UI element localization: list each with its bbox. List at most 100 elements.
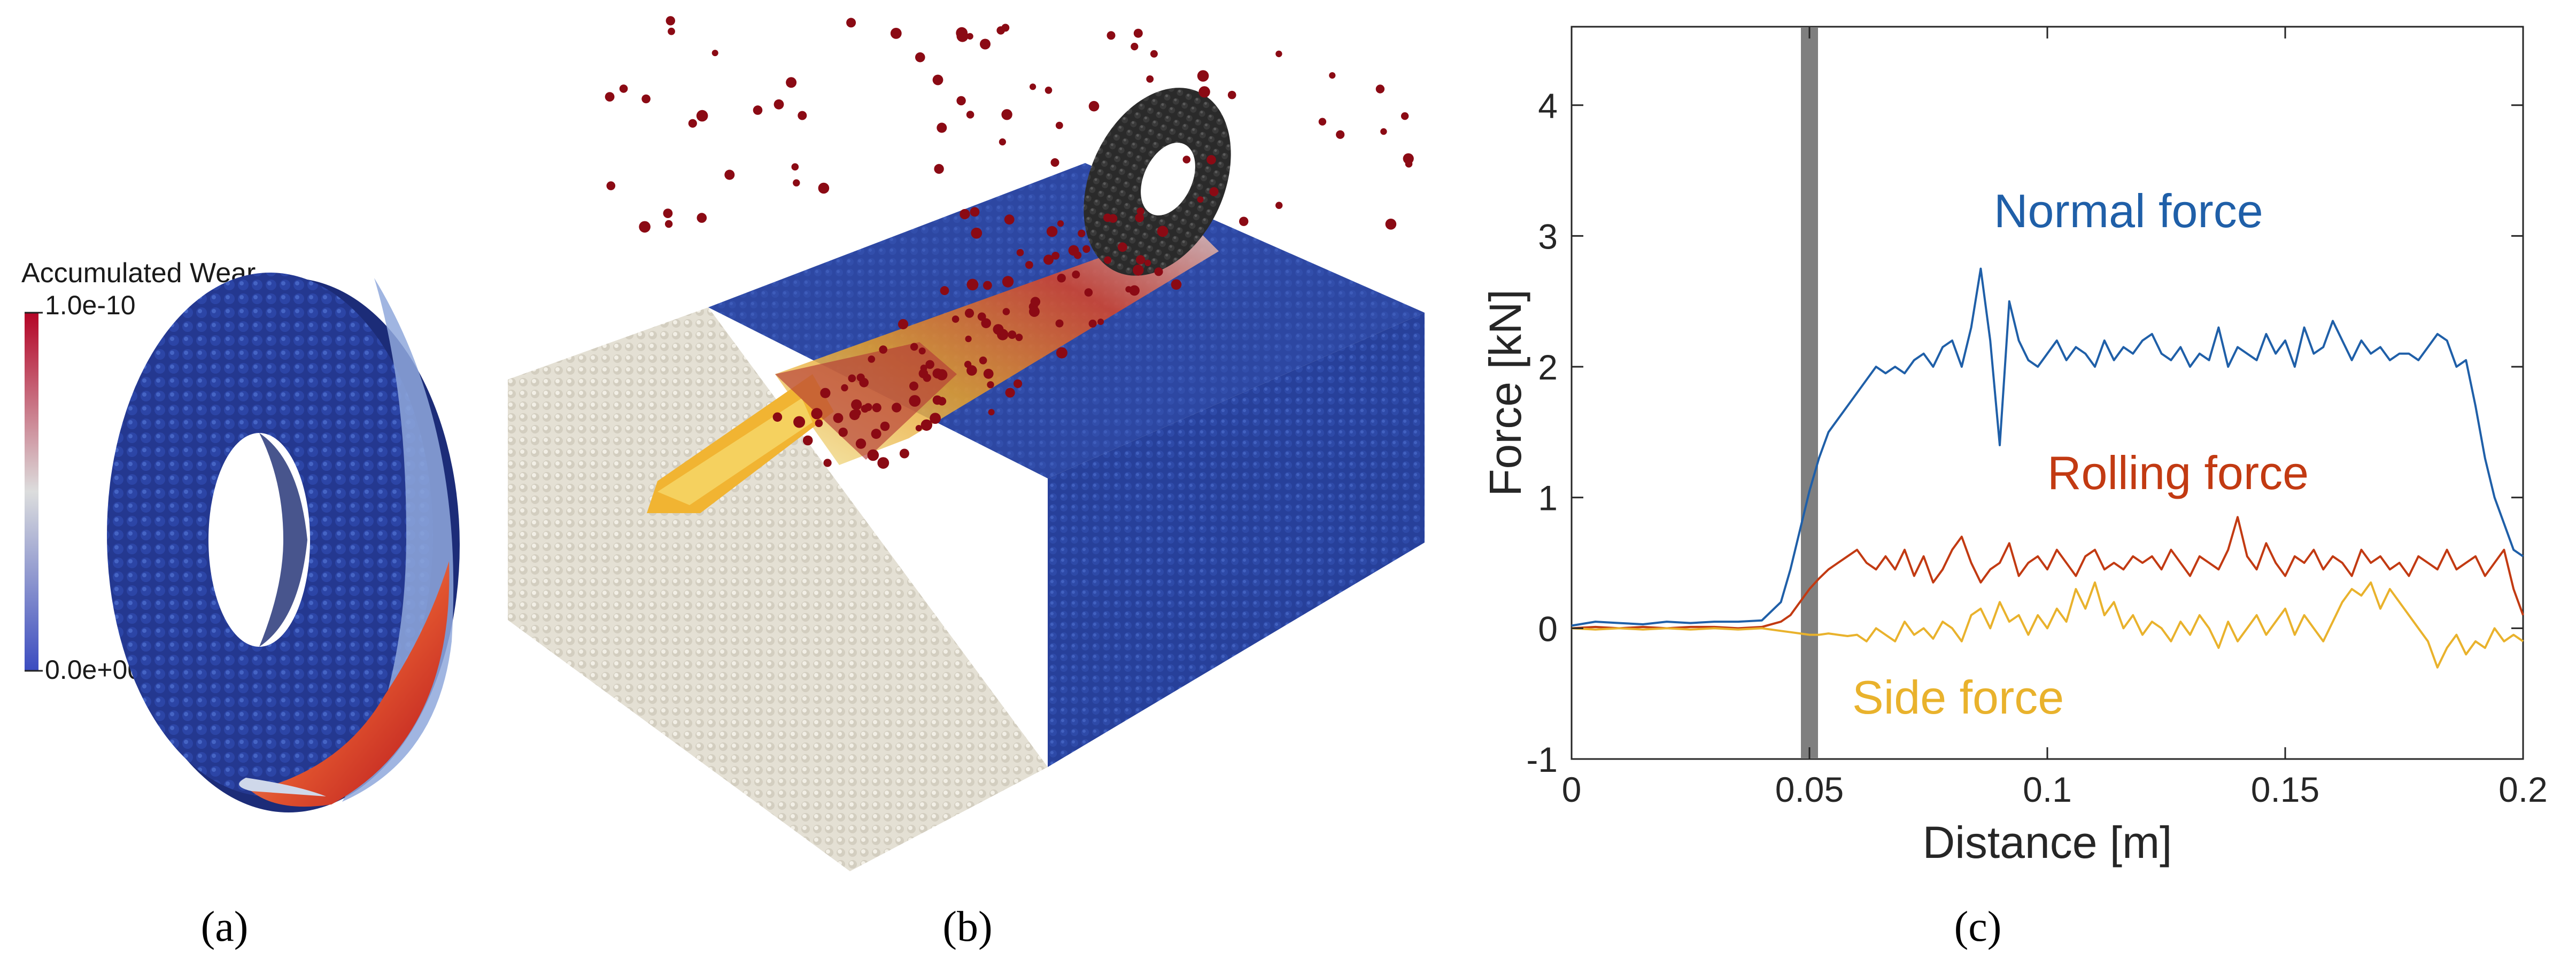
particle (641, 94, 651, 104)
particle (838, 428, 848, 437)
rolling-wheel (1084, 88, 1231, 276)
particle (1002, 276, 1014, 288)
particle (848, 374, 856, 383)
particle (1015, 334, 1023, 342)
particle (639, 221, 651, 233)
particle (1227, 90, 1236, 99)
particle (1097, 319, 1104, 325)
particle (846, 18, 856, 28)
particle (1385, 219, 1397, 230)
particle (909, 381, 918, 391)
particle (1209, 187, 1219, 197)
particle (724, 169, 735, 180)
particle (965, 335, 972, 343)
particle (915, 52, 925, 63)
particle (1008, 330, 1017, 339)
particle (1084, 288, 1093, 297)
particle (872, 403, 881, 413)
particle (981, 318, 991, 328)
particle (1129, 285, 1140, 296)
particle (1135, 213, 1144, 222)
particle (964, 308, 974, 318)
particle (605, 92, 615, 102)
particle (811, 408, 823, 420)
particle (1005, 388, 1015, 398)
particle (711, 50, 718, 57)
particle (892, 402, 902, 413)
contact-marker-bar (1801, 28, 1818, 758)
x-tick-label: 0.2 (2498, 770, 2548, 809)
annotation-rolling-force: Rolling force (2047, 446, 2309, 499)
particle (867, 449, 879, 461)
particle (1055, 319, 1064, 328)
particle (920, 365, 927, 372)
particle (1057, 274, 1066, 283)
particle (1051, 252, 1059, 260)
particle (688, 119, 697, 128)
particle (619, 84, 628, 93)
y-tick-label: -1 (1526, 740, 1558, 779)
y-tick-label: 3 (1538, 216, 1558, 256)
particle (1275, 202, 1283, 209)
particle (697, 213, 707, 223)
particle (855, 438, 867, 449)
particle (668, 27, 675, 35)
panel-a: Accumulated Wear 1.0e-10 0.0e+00 (a) (21, 258, 460, 950)
particle (802, 435, 813, 446)
particle (666, 16, 676, 26)
particle (1157, 226, 1169, 237)
particle (1014, 379, 1023, 389)
sand-cross-section (508, 307, 1048, 871)
particle (859, 378, 869, 388)
particle (880, 421, 890, 431)
particle (1088, 319, 1097, 328)
particle (977, 312, 986, 321)
series-line-side-force (1571, 581, 2524, 669)
particle (861, 405, 869, 413)
particle (1050, 158, 1059, 167)
particle (877, 457, 889, 469)
y-tick-label: 2 (1538, 347, 1558, 387)
particle (1154, 267, 1163, 276)
particle (898, 319, 909, 330)
particle (791, 163, 799, 171)
particle (1030, 83, 1036, 90)
particle (966, 33, 973, 40)
particle (966, 278, 979, 291)
particle (956, 27, 968, 39)
y-axis-label: Force [kN] (1480, 289, 1530, 496)
particle (1056, 347, 1067, 359)
particle (970, 207, 980, 217)
particle (1028, 306, 1040, 317)
particle (934, 164, 944, 174)
particle (1030, 297, 1041, 307)
particle (1055, 121, 1063, 129)
particle (1329, 72, 1336, 79)
particle (1206, 155, 1216, 165)
particle (772, 412, 783, 422)
particle (871, 429, 881, 439)
series-line-rolling-force (1571, 516, 2524, 630)
particle (960, 209, 970, 220)
particle (1133, 28, 1143, 38)
particle (786, 77, 797, 88)
particle (1088, 100, 1100, 112)
particle (1198, 86, 1210, 98)
particle (971, 227, 983, 239)
series-line-normal-force (1571, 267, 2524, 627)
y-tick-label: 1 (1538, 478, 1558, 518)
particle (1275, 50, 1282, 58)
soil-side-face (1048, 313, 1425, 767)
particle (663, 208, 673, 218)
particle (930, 413, 941, 424)
particle (925, 360, 934, 369)
particle (1380, 128, 1387, 135)
particle (940, 286, 949, 296)
particle (987, 381, 994, 389)
particle (1107, 31, 1116, 40)
particle (918, 347, 926, 355)
y-axis-ticks: -1 0 1 2 3 4 (1526, 86, 2523, 779)
particle (996, 26, 1005, 35)
ejected-particles (605, 16, 1414, 469)
